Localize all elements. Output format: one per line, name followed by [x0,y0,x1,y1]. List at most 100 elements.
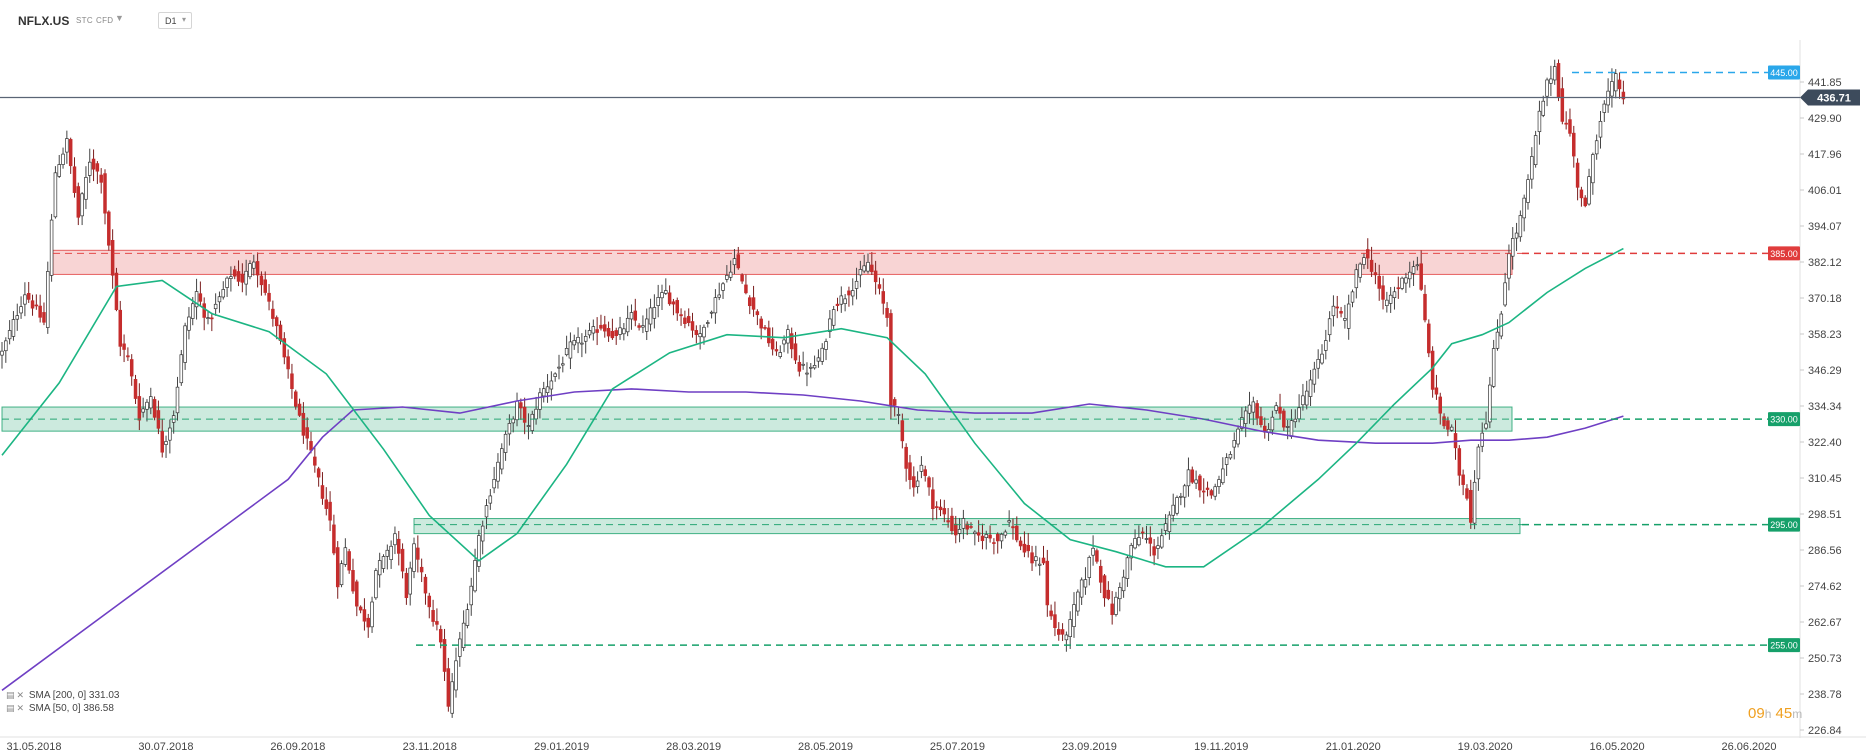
candle-body [221,289,226,298]
candle-body [759,318,763,329]
candle-body [4,340,8,352]
remove-indicator-icon[interactable]: ✕ [16,690,25,700]
countdown-hours-unit: h [1764,707,1772,721]
candle-body [747,297,752,307]
candle-body [1598,120,1603,138]
y-tick-label: 370.18 [1808,293,1842,305]
candle-body [522,406,527,423]
candle-body [767,327,771,344]
candle-body [1350,291,1355,303]
candle-body [1194,479,1198,484]
candle-body [438,629,443,643]
candle-body [65,138,69,153]
candle-body [137,396,142,421]
candle-body [580,342,584,345]
candle-body [122,343,126,350]
candle-body [1377,275,1381,289]
y-tick-label: 417.96 [1808,149,1842,161]
candle-body [713,297,718,314]
candle-body [538,392,542,410]
candle-body [633,310,638,321]
candle-body [1034,556,1038,561]
candle-body [0,350,4,356]
candle-body [225,277,229,288]
candle-body [1179,495,1183,498]
candle-body [282,338,287,358]
candle-body [431,610,435,622]
candle-body [1308,379,1313,397]
candle-body [908,462,912,480]
candle-body [42,312,46,323]
candle-body [1469,489,1473,523]
candle-body [980,535,985,542]
remove-indicator-icon[interactable]: ✕ [16,703,25,713]
candle-body [1587,176,1591,205]
candle-body [351,570,355,592]
candle-body [23,294,27,305]
candle-body [1533,135,1538,165]
candle-body [339,563,344,586]
candle-body [1613,73,1618,92]
legend-item-sma200[interactable]: ▤ ✕ SMA [200, 0] 331.03 [6,690,119,701]
x-tick-label: 25.07.2019 [930,741,985,753]
candle-body [1018,540,1023,547]
candle-body [232,269,237,277]
symbol-label[interactable]: NFLX.US [18,14,70,28]
candle-body [1037,563,1042,566]
candle-body [576,336,580,344]
candle-body [1098,565,1103,583]
candle-body [835,303,840,306]
candle-body [1236,428,1240,445]
candle-body [843,298,847,305]
timeframe-select[interactable]: D1 ▾ [158,12,192,29]
hide-indicator-icon[interactable]: ▤ [6,690,15,700]
hide-indicator-icon[interactable]: ▤ [6,703,15,713]
candle-body [820,347,824,362]
candle-body [1247,404,1252,414]
candle-body [904,446,908,469]
candle-body [1541,100,1546,116]
candle-body [877,284,882,289]
candle-body [1091,547,1095,556]
y-tick-label: 322.40 [1808,437,1842,449]
candle-body [335,547,340,588]
candle-body [202,303,206,318]
candle-body [1228,454,1233,459]
candle-body [198,293,203,302]
candle-body [1324,340,1328,351]
candle-body [1118,587,1122,600]
y-tick-label: 406.01 [1808,185,1842,197]
candle-body [1549,78,1553,84]
candle-body [618,327,622,335]
y-tick-label: 346.29 [1808,365,1842,377]
candle-body [1282,410,1286,428]
candle-body [1171,504,1175,516]
legend-item-sma50[interactable]: ▤ ✕ SMA [50, 0] 386.58 [6,703,114,714]
candle-body [503,433,508,453]
candle-body [1514,232,1519,239]
candle-body [477,535,481,567]
candle-body [496,461,500,482]
candle-body [603,324,607,332]
level-tag-label: 295.00 [1770,520,1798,530]
y-tick-label: 358.23 [1808,329,1842,341]
candle-body [1591,154,1595,184]
y-tick-label: 262.67 [1808,617,1842,629]
y-tick-label: 429.90 [1808,113,1842,125]
candle-body [1079,579,1084,598]
level-tag-bg [1768,412,1800,427]
chevron-down-icon[interactable]: ▼ [115,13,124,23]
candle-body [1060,629,1065,635]
candle-body [1102,575,1107,599]
candle-body [110,239,115,276]
candle-body [816,357,821,362]
candle-body [1343,318,1347,321]
candle-body [1240,417,1244,429]
candle-body [1335,306,1339,309]
x-tick-label: 28.05.2019 [798,741,853,753]
candle-body [149,396,153,409]
candle-body [126,355,130,358]
candle-body [744,284,748,294]
candle-body [995,533,1000,542]
